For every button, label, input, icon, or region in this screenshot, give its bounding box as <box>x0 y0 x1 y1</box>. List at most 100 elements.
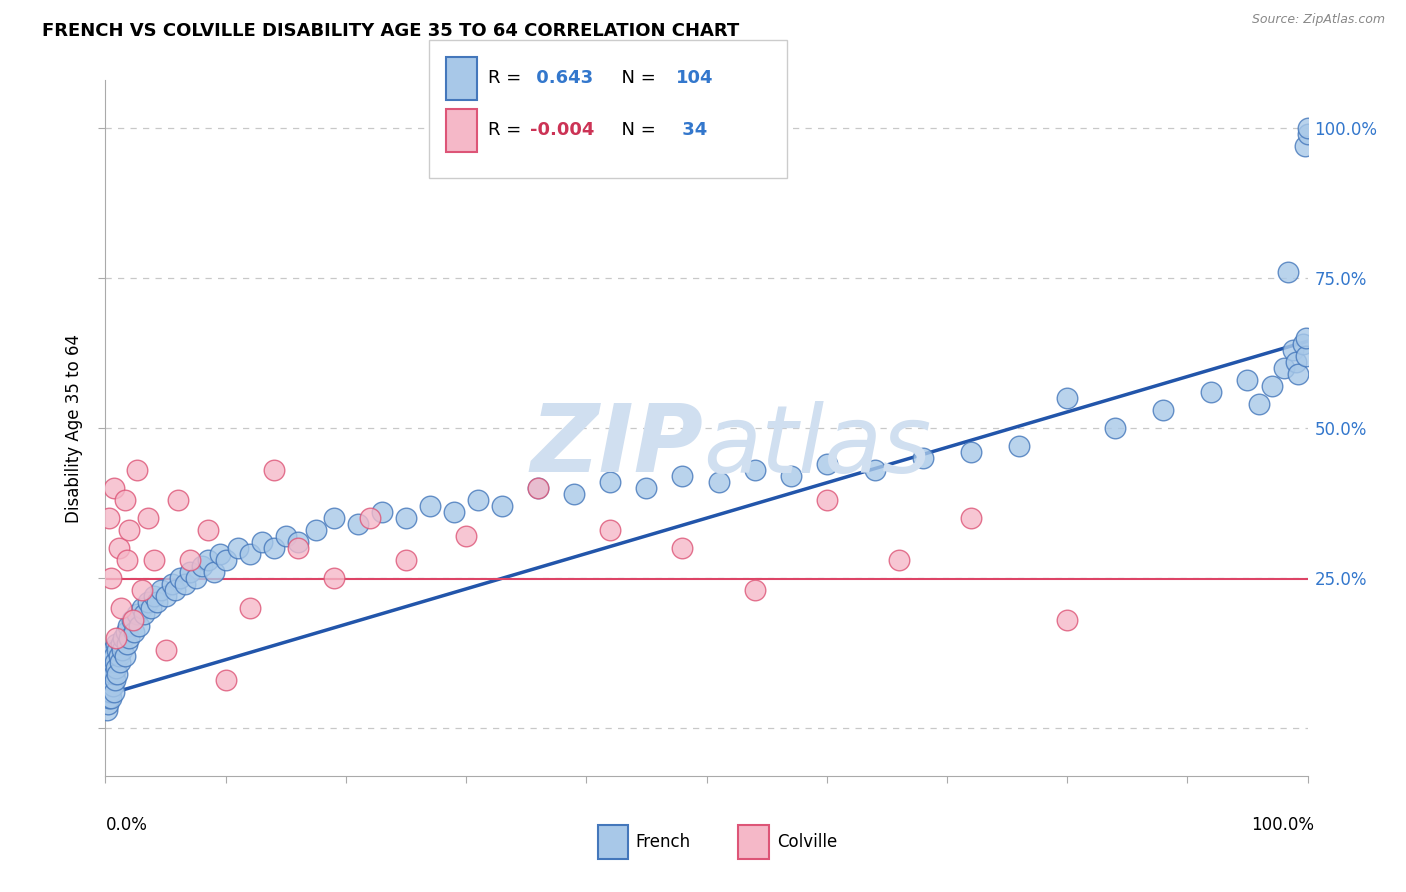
Point <box>671 469 693 483</box>
Point <box>214 553 236 567</box>
Point <box>98 511 121 525</box>
Point <box>1277 265 1299 279</box>
Point <box>132 607 155 621</box>
Point <box>1282 343 1305 358</box>
Point <box>100 691 122 706</box>
Point <box>121 613 143 627</box>
Text: Colville: Colville <box>778 833 838 851</box>
Point <box>599 475 621 490</box>
Point <box>142 589 165 603</box>
Point <box>744 463 766 477</box>
Point <box>395 511 418 525</box>
Point <box>169 571 191 585</box>
Point <box>1295 349 1317 363</box>
Point <box>131 601 153 615</box>
Point <box>184 571 207 585</box>
Point <box>214 673 236 687</box>
Point <box>467 493 489 508</box>
Y-axis label: Disability Age 35 to 64: Disability Age 35 to 64 <box>65 334 83 523</box>
Point <box>110 601 132 615</box>
Point <box>118 631 141 645</box>
Point <box>142 553 165 567</box>
Point <box>139 601 162 615</box>
Point <box>100 673 122 687</box>
Point <box>911 451 934 466</box>
Text: 0.0%: 0.0% <box>105 816 148 834</box>
Point <box>1260 379 1282 393</box>
Point <box>98 649 121 664</box>
Point <box>1286 367 1309 381</box>
Point <box>125 607 148 621</box>
Point <box>263 463 285 477</box>
Point <box>100 571 122 585</box>
Point <box>98 667 121 681</box>
Text: ZIP: ZIP <box>530 400 703 492</box>
Point <box>122 613 145 627</box>
Point <box>136 595 159 609</box>
Point <box>103 667 125 681</box>
Point <box>287 541 309 555</box>
Point <box>527 481 550 495</box>
Point <box>1236 373 1258 387</box>
Point <box>527 481 550 495</box>
Text: N =: N = <box>610 121 662 139</box>
Point <box>105 661 128 675</box>
Point <box>263 541 285 555</box>
Point <box>101 679 124 693</box>
Point <box>190 559 212 574</box>
Point <box>443 505 465 519</box>
Point <box>103 649 125 664</box>
Point <box>1249 397 1271 411</box>
Point <box>491 499 513 513</box>
Point <box>100 655 122 669</box>
Point <box>101 643 124 657</box>
Point <box>1008 439 1031 453</box>
Point <box>105 637 128 651</box>
Text: Source: ZipAtlas.com: Source: ZipAtlas.com <box>1251 13 1385 27</box>
Point <box>107 667 129 681</box>
Point <box>110 637 132 651</box>
Point <box>1201 385 1223 400</box>
Point <box>136 511 159 525</box>
Point <box>1152 403 1174 417</box>
Point <box>197 553 219 567</box>
Point <box>112 631 135 645</box>
Point <box>125 463 148 477</box>
Point <box>107 643 129 657</box>
Text: FRENCH VS COLVILLE DISABILITY AGE 35 TO 64 CORRELATION CHART: FRENCH VS COLVILLE DISABILITY AGE 35 TO … <box>42 22 740 40</box>
Point <box>149 583 172 598</box>
Point <box>115 553 138 567</box>
Point <box>108 655 131 669</box>
Point <box>671 541 693 555</box>
Point <box>107 541 129 555</box>
Point <box>103 685 125 699</box>
Point <box>98 691 121 706</box>
Point <box>1104 421 1126 435</box>
Point <box>419 499 441 513</box>
Point <box>815 493 838 508</box>
Point <box>202 565 225 579</box>
Text: atlas: atlas <box>703 401 931 491</box>
Point <box>146 595 169 609</box>
Point <box>707 475 730 490</box>
Point <box>124 625 146 640</box>
Point <box>1294 139 1316 153</box>
Text: 0.643: 0.643 <box>530 70 593 87</box>
Text: 100.0%: 100.0% <box>1251 816 1315 834</box>
Point <box>744 583 766 598</box>
Point <box>208 547 231 561</box>
Point <box>960 511 983 525</box>
Point <box>815 457 838 471</box>
Point <box>118 523 141 537</box>
Point <box>114 649 136 664</box>
Point <box>103 481 125 495</box>
Text: R =: R = <box>488 121 527 139</box>
Text: French: French <box>636 833 690 851</box>
Point <box>98 661 121 675</box>
Point <box>274 529 297 543</box>
Point <box>322 511 344 525</box>
Point <box>250 535 273 549</box>
Point <box>239 547 262 561</box>
Text: R =: R = <box>488 70 527 87</box>
Point <box>115 637 138 651</box>
